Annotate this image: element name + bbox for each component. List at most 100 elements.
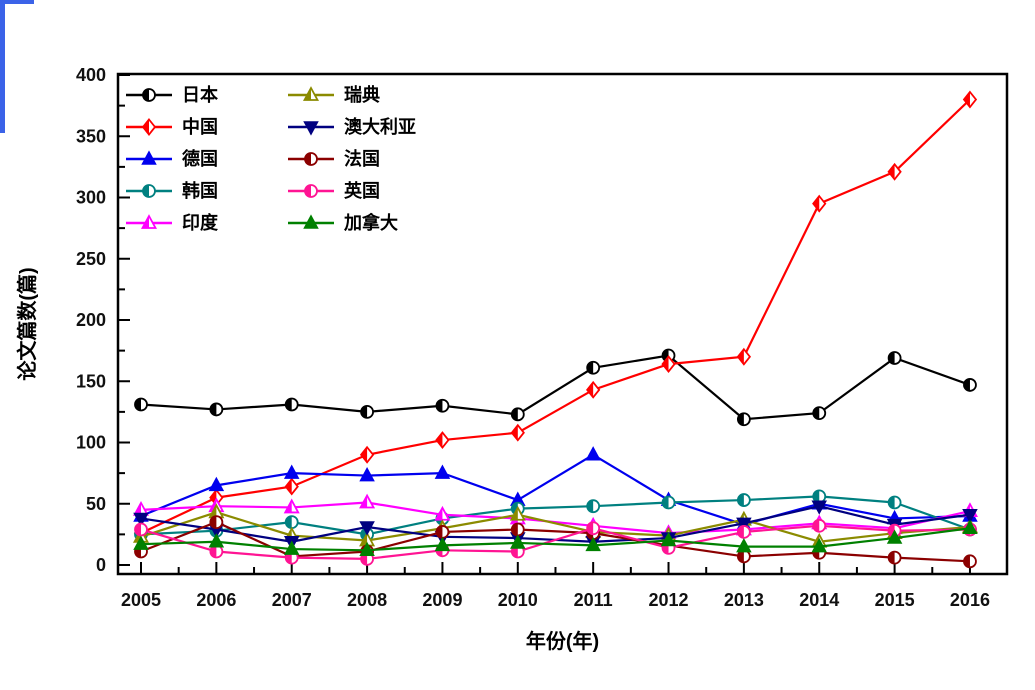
- data-point-marker: [962, 519, 978, 534]
- data-point-marker: [284, 515, 299, 530]
- data-point-marker: [359, 445, 375, 464]
- series-germany: [133, 446, 978, 531]
- legend-label-china: 中国: [182, 116, 218, 137]
- y-tick-label: 250: [76, 249, 106, 269]
- data-point-marker: [586, 521, 601, 536]
- data-point-marker: [661, 495, 676, 510]
- data-point-marker: [963, 554, 977, 569]
- data-point-marker: [887, 351, 902, 365]
- y-tick-label: 200: [76, 310, 106, 330]
- data-point-marker: [283, 498, 300, 514]
- data-point-marker: [736, 347, 752, 366]
- data-point-marker: [209, 515, 224, 530]
- legend-item-china: 中国: [126, 116, 218, 137]
- y-tick-label: 400: [76, 65, 106, 85]
- x-tick-label: 2007: [272, 590, 312, 610]
- legend-item-sweden: 瑞典: [288, 84, 380, 105]
- data-point-marker: [304, 152, 318, 166]
- series-korea: [134, 489, 977, 542]
- series-line-canada: [140, 527, 971, 552]
- data-point-marker: [962, 90, 978, 109]
- legend-item-canada: 加拿大: [288, 212, 398, 233]
- data-point-marker: [283, 464, 300, 479]
- data-point-marker: [736, 412, 751, 427]
- legend-label-sweden: 瑞典: [344, 84, 380, 105]
- data-point-marker: [359, 493, 376, 509]
- legend-label-india: 印度: [182, 212, 219, 233]
- legend-item-australia: 澳大利亚: [288, 116, 416, 137]
- data-point-marker: [303, 121, 319, 136]
- data-point-marker: [359, 521, 375, 536]
- data-point-marker: [962, 509, 978, 524]
- series-china: [133, 90, 978, 543]
- data-point-marker: [284, 397, 299, 412]
- x-axis: 2005 2006 2007 2008 2009 2010 2011 2012 2013 2014…: [121, 562, 990, 610]
- data-point-marker: [510, 522, 525, 537]
- series-line-korea: [140, 495, 971, 536]
- series-line-india: [140, 501, 971, 535]
- data-point-marker: [812, 518, 827, 533]
- legend-label-france: 法国: [344, 148, 380, 169]
- y-tick-label: 150: [76, 371, 106, 391]
- x-tick-label: 2006: [196, 590, 236, 610]
- legend-label-korea: 韩国: [182, 180, 218, 201]
- data-point-marker: [303, 214, 319, 229]
- data-point-marker: [304, 184, 318, 198]
- y-tick-label: 350: [76, 126, 106, 146]
- data-point-marker: [134, 397, 148, 412]
- y-tick-label: 50: [86, 494, 106, 514]
- data-point-marker: [142, 184, 156, 198]
- blue-edge-artifact-horizontal: [0, 0, 34, 4]
- data-point-marker: [283, 540, 300, 555]
- data-point-marker: [812, 489, 827, 504]
- data-point-marker: [736, 493, 751, 507]
- series-line-japan: [140, 354, 971, 421]
- legend-label-uk: 英国: [343, 180, 380, 201]
- data-point-marker: [736, 517, 752, 532]
- data-point-marker: [887, 162, 902, 181]
- legend-item-germany: 德国: [126, 148, 218, 169]
- x-tick-label: 2016: [950, 590, 990, 610]
- x-tick-label: 2015: [875, 590, 915, 610]
- data-point-marker: [586, 360, 601, 375]
- x-tick-label: 2009: [422, 590, 462, 610]
- legend-item-india: 印度: [126, 212, 219, 233]
- data-point-marker: [660, 531, 677, 547]
- x-axis-title: 年份(年): [526, 629, 599, 653]
- data-point-marker: [585, 446, 601, 461]
- data-point-marker: [736, 538, 752, 553]
- data-point-marker: [812, 194, 827, 213]
- data-point-marker: [585, 536, 601, 552]
- data-point-marker: [360, 404, 374, 419]
- data-point-marker: [886, 529, 903, 544]
- data-point-marker: [435, 431, 450, 449]
- data-point-marker: [302, 86, 320, 101]
- data-point-marker: [284, 477, 299, 496]
- data-point-marker: [134, 522, 148, 537]
- data-point-marker: [963, 378, 977, 392]
- data-point-marker: [435, 525, 450, 539]
- data-point-marker: [812, 406, 827, 421]
- legend-item-japan: 日本: [126, 84, 218, 105]
- x-tick-label: 2005: [121, 590, 161, 610]
- y-axis-title: 论文篇数(篇): [15, 267, 39, 380]
- series-line-france: [140, 520, 971, 563]
- y-tick-label: 0: [96, 555, 106, 575]
- x-tick-label: 2014: [799, 590, 839, 610]
- data-point-marker: [133, 512, 149, 528]
- data-point-marker: [586, 380, 601, 399]
- y-tick-label: 100: [76, 433, 106, 453]
- data-point-marker: [359, 467, 375, 482]
- legend-label-japan: 日本: [182, 84, 218, 105]
- data-point-marker: [661, 355, 676, 374]
- data-point-marker: [435, 398, 450, 413]
- legend-label-canada: 加拿大: [343, 212, 398, 233]
- data-point-marker: [509, 505, 526, 521]
- blue-edge-artifact-vertical: [0, 0, 5, 133]
- data-point-marker: [140, 214, 158, 229]
- data-point-marker: [434, 464, 451, 479]
- series-line-sweden: [140, 511, 971, 543]
